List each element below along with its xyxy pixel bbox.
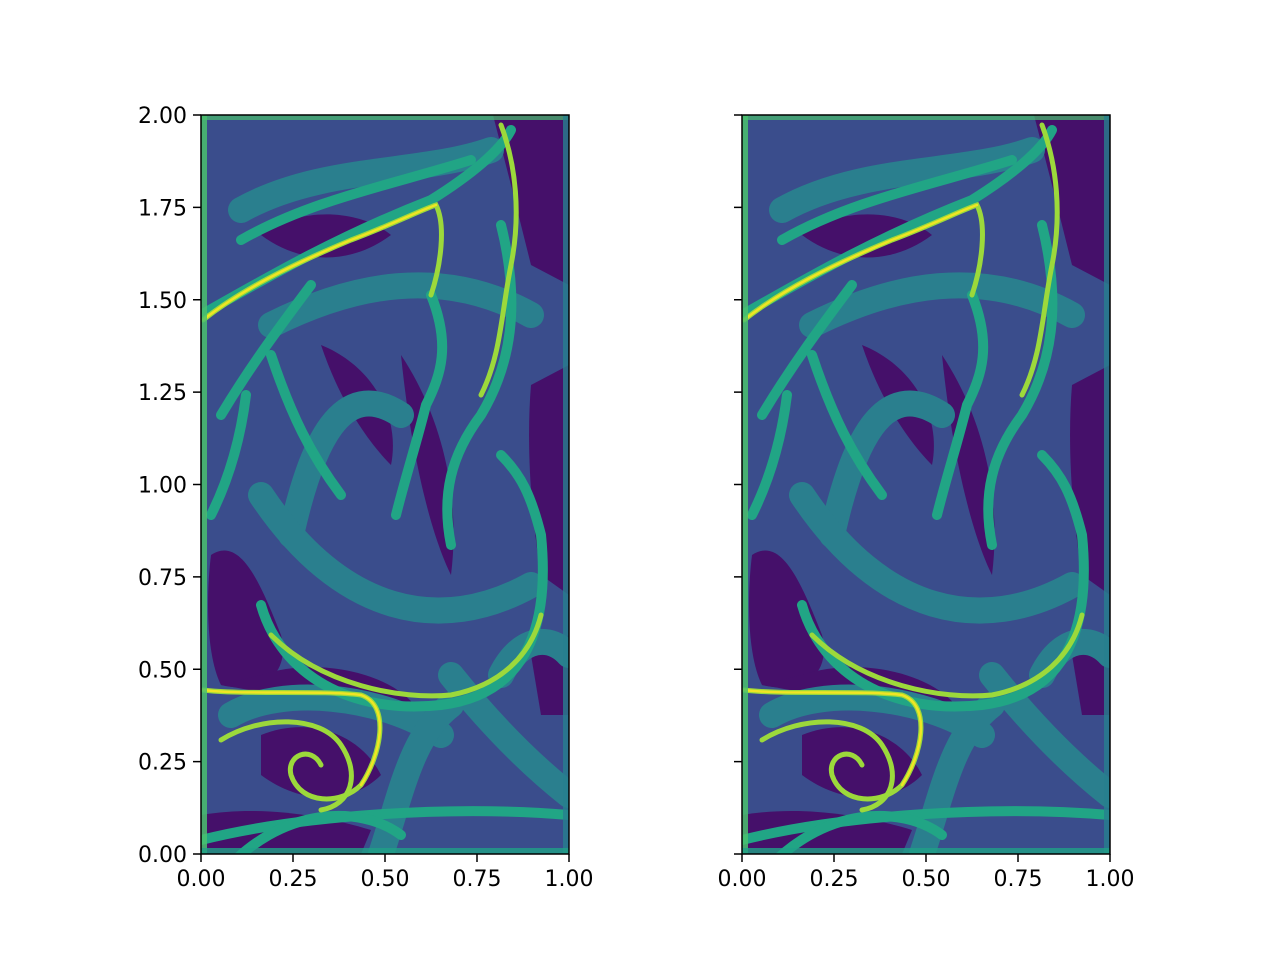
left-ytick-label: 1.25 bbox=[138, 381, 187, 406]
left-xtick-label: 0.50 bbox=[361, 867, 410, 892]
left-panel: 0.00 0.25 0.50 0.75 1.00 0.00 0.25 0.50 0.75 1.0… bbox=[138, 104, 593, 892]
left-xtick-label: 0.75 bbox=[453, 867, 502, 892]
left-ytick-label: 1.50 bbox=[138, 289, 187, 314]
left-ytick-label: 0.75 bbox=[138, 566, 187, 591]
left-ytick-label: 2.00 bbox=[138, 104, 187, 129]
right-xtick-label: 0.75 bbox=[994, 867, 1043, 892]
right-heatmap-field bbox=[742, 115, 1110, 875]
right-xtick-label: 1.00 bbox=[1086, 867, 1135, 892]
left-x-ticks: 0.00 0.25 0.50 0.75 1.00 bbox=[177, 854, 594, 892]
left-xtick-label: 0.00 bbox=[177, 867, 226, 892]
left-xtick-label: 1.00 bbox=[545, 867, 594, 892]
right-y-ticks bbox=[734, 114, 742, 855]
right-xtick-label: 0.50 bbox=[902, 867, 951, 892]
left-ytick-label: 0.00 bbox=[138, 843, 187, 868]
left-heatmap-field bbox=[201, 115, 569, 875]
left-ytick-label: 0.50 bbox=[138, 658, 187, 683]
left-ytick-label: 1.75 bbox=[138, 196, 187, 221]
right-xtick-label: 0.25 bbox=[810, 867, 859, 892]
left-y-ticks: 0.00 0.25 0.50 0.75 1.00 1.25 1.50 1.75 2.00 bbox=[138, 104, 201, 868]
right-panel: 0.00 0.25 0.50 0.75 1.00 bbox=[718, 114, 1135, 892]
left-ytick-label: 0.25 bbox=[138, 751, 187, 776]
right-x-ticks: 0.00 0.25 0.50 0.75 1.00 bbox=[718, 854, 1135, 892]
left-xtick-label: 0.25 bbox=[269, 867, 318, 892]
left-ytick-label: 1.00 bbox=[138, 474, 187, 499]
right-xtick-label: 0.00 bbox=[718, 867, 767, 892]
